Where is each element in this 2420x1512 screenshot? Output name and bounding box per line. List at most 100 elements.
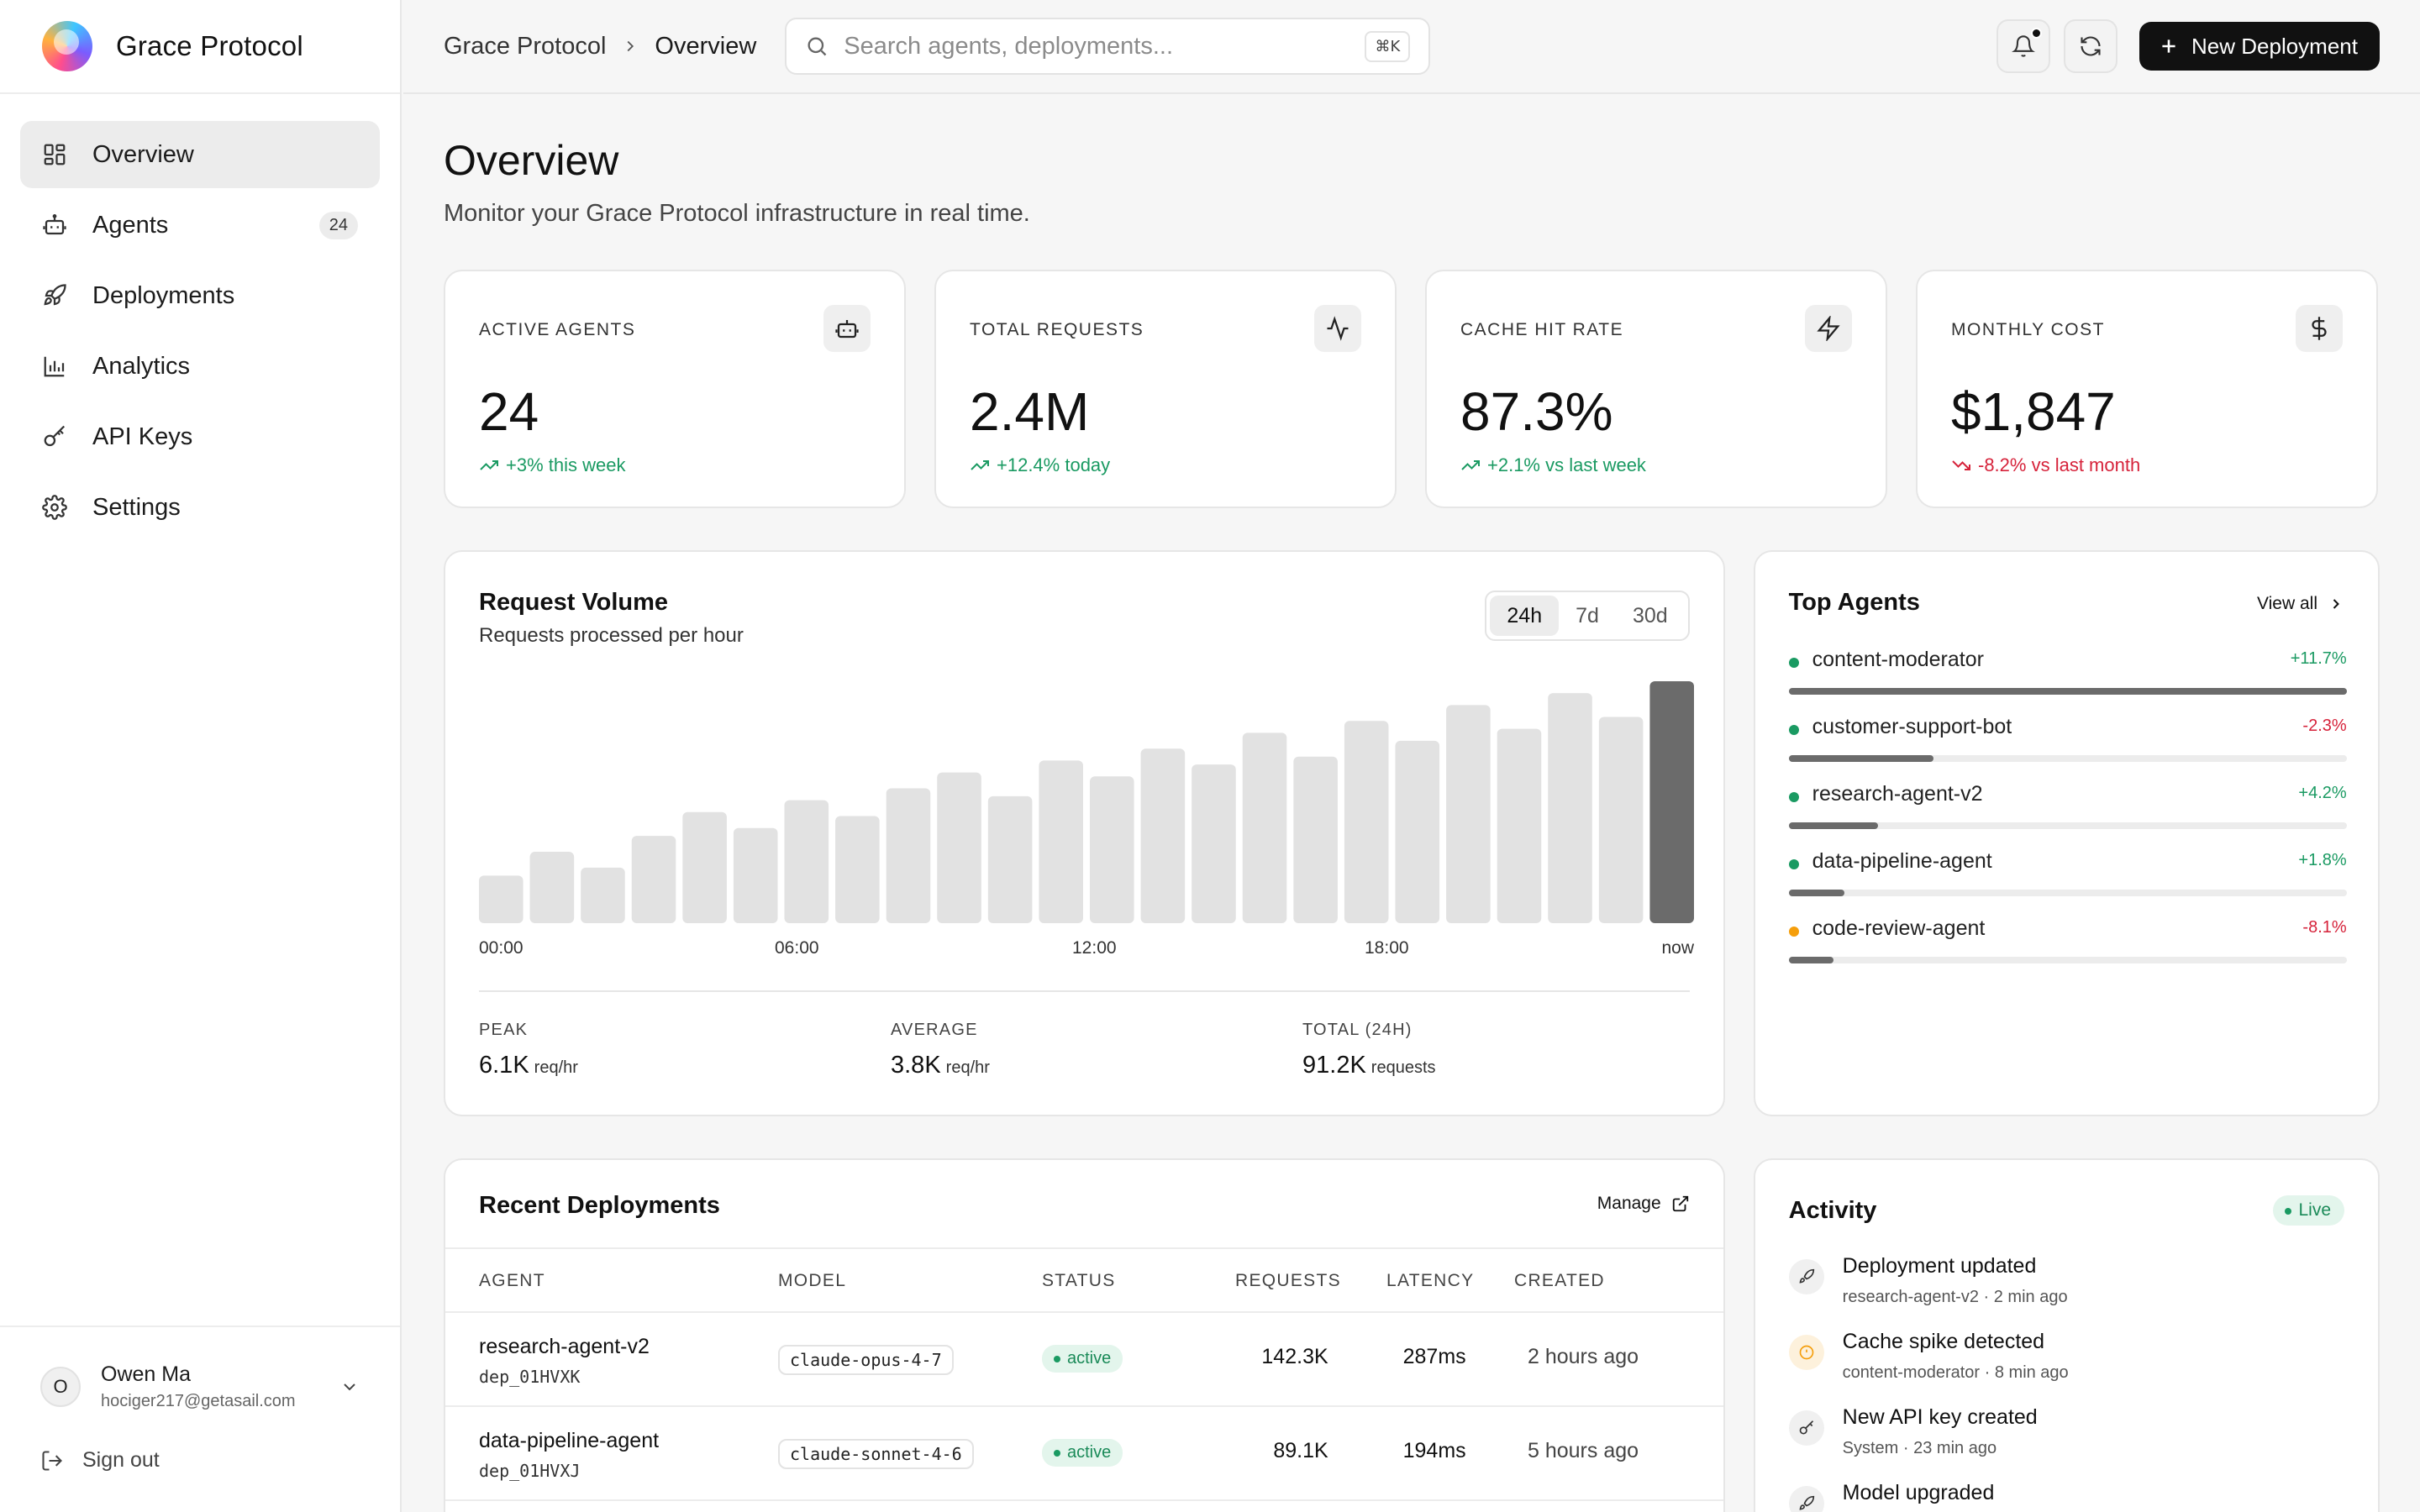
sidebar-item-label: Overview xyxy=(92,140,194,168)
agent-name: research-agent-v2 xyxy=(479,1335,650,1358)
column-header[interactable]: AGENT xyxy=(479,1271,545,1290)
chart-bar[interactable] xyxy=(682,811,727,923)
deployment-id: dep_01HVXJ xyxy=(479,1461,581,1481)
range-tab-7d[interactable]: 7d xyxy=(1576,604,1599,627)
activity-item[interactable]: Deployment updated research-agent-v2 · 2… xyxy=(1788,1254,2347,1321)
chart-bar[interactable] xyxy=(1395,740,1440,923)
page-title: Overview xyxy=(444,137,619,184)
chart-bar[interactable] xyxy=(1548,693,1592,923)
chart-bar[interactable] xyxy=(1598,717,1644,923)
agent-row[interactable]: content-moderator +11.7% xyxy=(1788,646,2347,696)
table-row[interactable]: data-pipeline-agent dep_01HVXJ claude-so… xyxy=(445,1407,1723,1501)
chart-bar[interactable] xyxy=(1242,732,1287,923)
chart-bar[interactable] xyxy=(1344,721,1389,923)
chart-bar[interactable] xyxy=(529,852,575,923)
user-menu[interactable]: O Owen Ma hociger217@getasail.com xyxy=(40,1362,360,1411)
activity-meta: research-agent-v2 · 2 min ago xyxy=(1842,1288,2068,1306)
agent-row[interactable]: code-review-agent -8.1% xyxy=(1788,915,2347,965)
table-row[interactable]: research-agent-v2 dep_01HVXK claude-opus… xyxy=(445,1313,1723,1407)
divider xyxy=(479,990,1690,992)
refresh-button[interactable] xyxy=(2064,19,2118,73)
key-icon xyxy=(44,425,66,447)
agent-status-dot xyxy=(1788,792,1799,802)
stat-label: TOTAL REQUESTS xyxy=(970,320,1144,339)
agent-progress-track xyxy=(1788,957,2347,963)
agent-progress-fill xyxy=(1788,890,1845,896)
x-axis: 00:00 06:00 12:00 18:00 now xyxy=(479,938,1694,963)
chart-bar[interactable] xyxy=(1446,705,1491,923)
agent-progress-track xyxy=(1788,890,2347,896)
stat-value: 24 xyxy=(479,381,539,442)
chart-bar[interactable] xyxy=(479,875,523,923)
avatar: O xyxy=(40,1367,81,1407)
view-all-link[interactable]: View all xyxy=(2257,594,2344,614)
agent-delta: +11.7% xyxy=(2290,649,2347,668)
sidebar-item-agents[interactable]: Agents 24 xyxy=(20,192,380,259)
brand[interactable]: Grace Protocol xyxy=(0,0,400,94)
chevron-down-icon[interactable] xyxy=(339,1377,360,1397)
bell-icon xyxy=(2012,35,2035,57)
search-icon xyxy=(808,37,827,56)
column-header[interactable]: LATENCY xyxy=(1386,1271,1475,1290)
activity-item[interactable]: Cache spike detected content-moderator ·… xyxy=(1788,1330,2347,1397)
column-header[interactable]: MODEL xyxy=(778,1271,847,1290)
user-area: O Owen Ma hociger217@getasail.com Sign o… xyxy=(0,1326,400,1512)
chart-bar[interactable] xyxy=(733,827,778,923)
search-input[interactable] xyxy=(844,32,1365,60)
sidebar-item-api-keys[interactable]: API Keys xyxy=(20,403,380,470)
manage-label: Manage xyxy=(1597,1194,1661,1213)
sidebar-item-analytics[interactable]: Analytics xyxy=(20,333,380,400)
chart-bar[interactable] xyxy=(1497,728,1542,923)
chart-bar[interactable] xyxy=(937,772,981,923)
new-deployment-button[interactable]: New Deployment xyxy=(2139,22,2380,71)
recent-deployments-card: Recent Deployments Manage AGENT MODEL ST… xyxy=(444,1158,1725,1512)
sidebar-item-deployments[interactable]: Deployments xyxy=(20,262,380,329)
agent-name: research-agent-v2 xyxy=(1812,782,1983,806)
chart-bar[interactable] xyxy=(1090,776,1134,923)
search-bar[interactable]: ⌘K xyxy=(785,18,1431,75)
top-actions: New Deployment xyxy=(1996,19,2380,73)
agent-row[interactable]: customer-support-bot -2.3% xyxy=(1788,713,2347,764)
agent-row[interactable]: research-agent-v2 +4.2% xyxy=(1788,780,2347,831)
x-tick-label: 00:00 xyxy=(479,938,523,958)
column-header[interactable]: STATUS xyxy=(1042,1271,1116,1290)
chart-bar[interactable] xyxy=(1649,681,1694,923)
chart-bar[interactable] xyxy=(1039,760,1083,923)
chart-bar[interactable] xyxy=(886,788,931,923)
agent-status-dot xyxy=(1788,927,1799,937)
column-header[interactable]: REQUESTS xyxy=(1235,1271,1341,1290)
chart-bar[interactable] xyxy=(784,800,829,923)
search-shortcut: ⌘K xyxy=(1365,30,1411,62)
breadcrumb-root[interactable]: Grace Protocol xyxy=(444,32,607,60)
user-name: Owen Ma xyxy=(101,1362,191,1386)
sidebar-item-overview[interactable]: Overview xyxy=(20,121,380,188)
chart-bar[interactable] xyxy=(1140,748,1186,923)
agent-progress-fill xyxy=(1788,755,1934,762)
column-header[interactable]: CREATED xyxy=(1514,1271,1605,1290)
x-tick-label: 18:00 xyxy=(1365,938,1409,958)
range-tab-24h[interactable]: 24h xyxy=(1490,596,1560,636)
agent-name: code-review-agent xyxy=(1812,916,1986,940)
summary-number: 6.1K xyxy=(479,1052,529,1079)
sign-out-button[interactable]: Sign out xyxy=(40,1448,360,1473)
chart-bar[interactable] xyxy=(631,836,676,923)
notifications-button[interactable] xyxy=(1996,19,2051,73)
summary-number: 91.2K xyxy=(1302,1052,1366,1079)
activity-item[interactable]: Model upgraded xyxy=(1788,1481,2347,1512)
plus-icon xyxy=(2162,39,2175,53)
range-tab-30d[interactable]: 30d xyxy=(1632,604,1668,627)
chart-bar[interactable] xyxy=(1293,756,1338,923)
stat-icon xyxy=(2296,305,2343,352)
agent-row[interactable]: data-pipeline-agent +1.8% xyxy=(1788,848,2347,898)
activity-item[interactable]: New API key created System · 23 min ago xyxy=(1788,1405,2347,1473)
chart-bar[interactable] xyxy=(581,867,625,923)
sidebar-item-settings[interactable]: Settings xyxy=(20,474,380,541)
stat-icon xyxy=(1314,305,1361,352)
chart-bar[interactable] xyxy=(1192,764,1236,923)
chart-bar[interactable] xyxy=(987,795,1033,923)
card-title: Request Volume xyxy=(479,589,669,616)
activity-title: Deployment updated xyxy=(1842,1254,2037,1278)
chart-bar[interactable] xyxy=(835,816,880,923)
activity-icon xyxy=(1327,316,1349,341)
manage-link[interactable]: Manage xyxy=(1597,1194,1690,1214)
